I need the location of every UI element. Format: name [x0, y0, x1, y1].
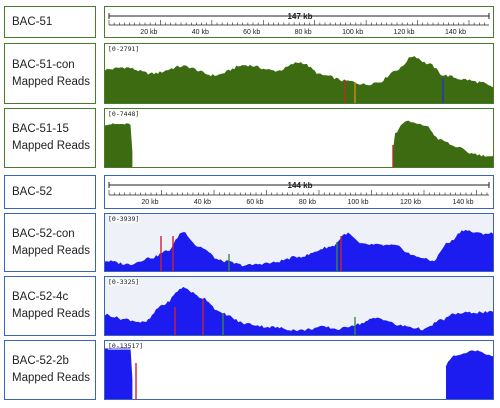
ruler-tick-label: 80 kb	[299, 199, 316, 206]
ruler-panel-bac-51[interactable]: 147 kb 20 kb 40 kb 60 kb 80 kb 100 kb 120 kb 14…	[104, 6, 494, 38]
track-label-text: BAC-51-con Mapped Reads	[12, 58, 90, 88]
track-label-bac-51-15[interactable]: BAC-51-15 Mapped Reads	[4, 108, 96, 168]
ruler-svg: 147 kb 20 kb 40 kb 60 kb 80 kb 100 kb 120 kb 14…	[108, 12, 490, 36]
ruler-tick-label: 100 kb	[347, 199, 368, 206]
track-label-bac-52[interactable]: BAC-52	[4, 175, 96, 209]
data-range-label: [0-3325]	[108, 278, 140, 286]
track-label-text: BAC-52	[12, 185, 53, 198]
coverage-panel-bac-52-4c[interactable]: [0-3325]	[104, 276, 494, 336]
data-range-label: [0-2791]	[108, 45, 140, 53]
track-label-text: BAC-52-2b Mapped Reads	[12, 355, 90, 384]
coverage-area	[105, 123, 133, 167]
coverage-panel-bac-51-15[interactable]: [0-7448]	[104, 108, 494, 168]
ruler-group: 144 kb 20 kb 40 kb 60 kb 80 kb 100 kb 120 kb 14…	[108, 181, 490, 206]
ruler-svg: 144 kb 20 kb 40 kb 60 kb 80 kb 100 kb 120 kb 14…	[108, 181, 490, 206]
ruler-tick-label: 40 kb	[194, 199, 211, 206]
ruler-length-label: 144 kb	[288, 181, 313, 190]
coverage-panel-bac-52-con[interactable]: [0-3939]	[104, 213, 494, 272]
coverage-svg	[105, 347, 493, 399]
track-label-text: BAC-52-con Mapped Reads	[12, 227, 90, 257]
ruler-tick-label: 120 kb	[394, 29, 415, 36]
coverage-area	[393, 120, 493, 167]
data-range-label: [0-13517]	[108, 342, 144, 350]
ruler-group: 147 kb 20 kb 40 kb 60 kb 80 kb 100 kb 120 kb 14…	[108, 12, 490, 36]
ruler-tick-label: 140 kb	[452, 199, 473, 206]
track-label-text: BAC-52-4c Mapped Reads	[12, 291, 90, 320]
ruler-tick-label: 20 kb	[140, 29, 157, 36]
track-label-bac-52-4c[interactable]: BAC-52-4c Mapped Reads	[4, 276, 96, 336]
ruler-tick-label: 100 kb	[342, 29, 363, 36]
coverage-svg	[105, 214, 493, 271]
track-label-bac-51-con[interactable]: BAC-51-con Mapped Reads	[4, 43, 96, 104]
ruler-tick-label: 60 kb	[243, 29, 260, 36]
ruler-tick-label: 40 kb	[192, 29, 209, 36]
coverage-area	[105, 286, 493, 335]
coverage-svg	[105, 277, 493, 335]
coverage-svg	[105, 56, 493, 103]
coverage-area	[446, 350, 493, 399]
coverage-area	[105, 347, 133, 399]
track-label-bac-52-2b[interactable]: BAC-52-2b Mapped Reads	[4, 340, 96, 400]
coverage-area	[105, 56, 493, 103]
coverage-panel-bac-51-con[interactable]: [0-2791]	[104, 43, 494, 104]
ruler-tick-label: 20 kb	[141, 199, 158, 206]
ruler-tick-label: 80 kb	[295, 29, 312, 36]
track-label-text: BAC-51	[12, 15, 53, 28]
ruler-tick-label: 60 kb	[246, 199, 263, 206]
track-label-text: BAC-51-15 Mapped Reads	[12, 123, 90, 152]
coverage-svg	[105, 120, 493, 167]
ruler-tick-label: 120 kb	[400, 199, 421, 206]
track-label-bac-52-con[interactable]: BAC-52-con Mapped Reads	[4, 213, 96, 272]
ruler-panel-bac-52[interactable]: 144 kb 20 kb 40 kb 60 kb 80 kb 100 kb 120 kb 14…	[104, 175, 494, 209]
coverage-area	[105, 229, 493, 271]
data-range-label: [0-7448]	[108, 110, 140, 118]
coverage-panel-bac-52-2b[interactable]: [0-13517]	[104, 340, 494, 400]
ruler-length-label: 147 kb	[288, 12, 313, 21]
ruler-tick-label: 140 kb	[445, 29, 466, 36]
data-range-label: [0-3939]	[108, 215, 140, 223]
track-label-bac-51[interactable]: BAC-51	[4, 6, 96, 38]
